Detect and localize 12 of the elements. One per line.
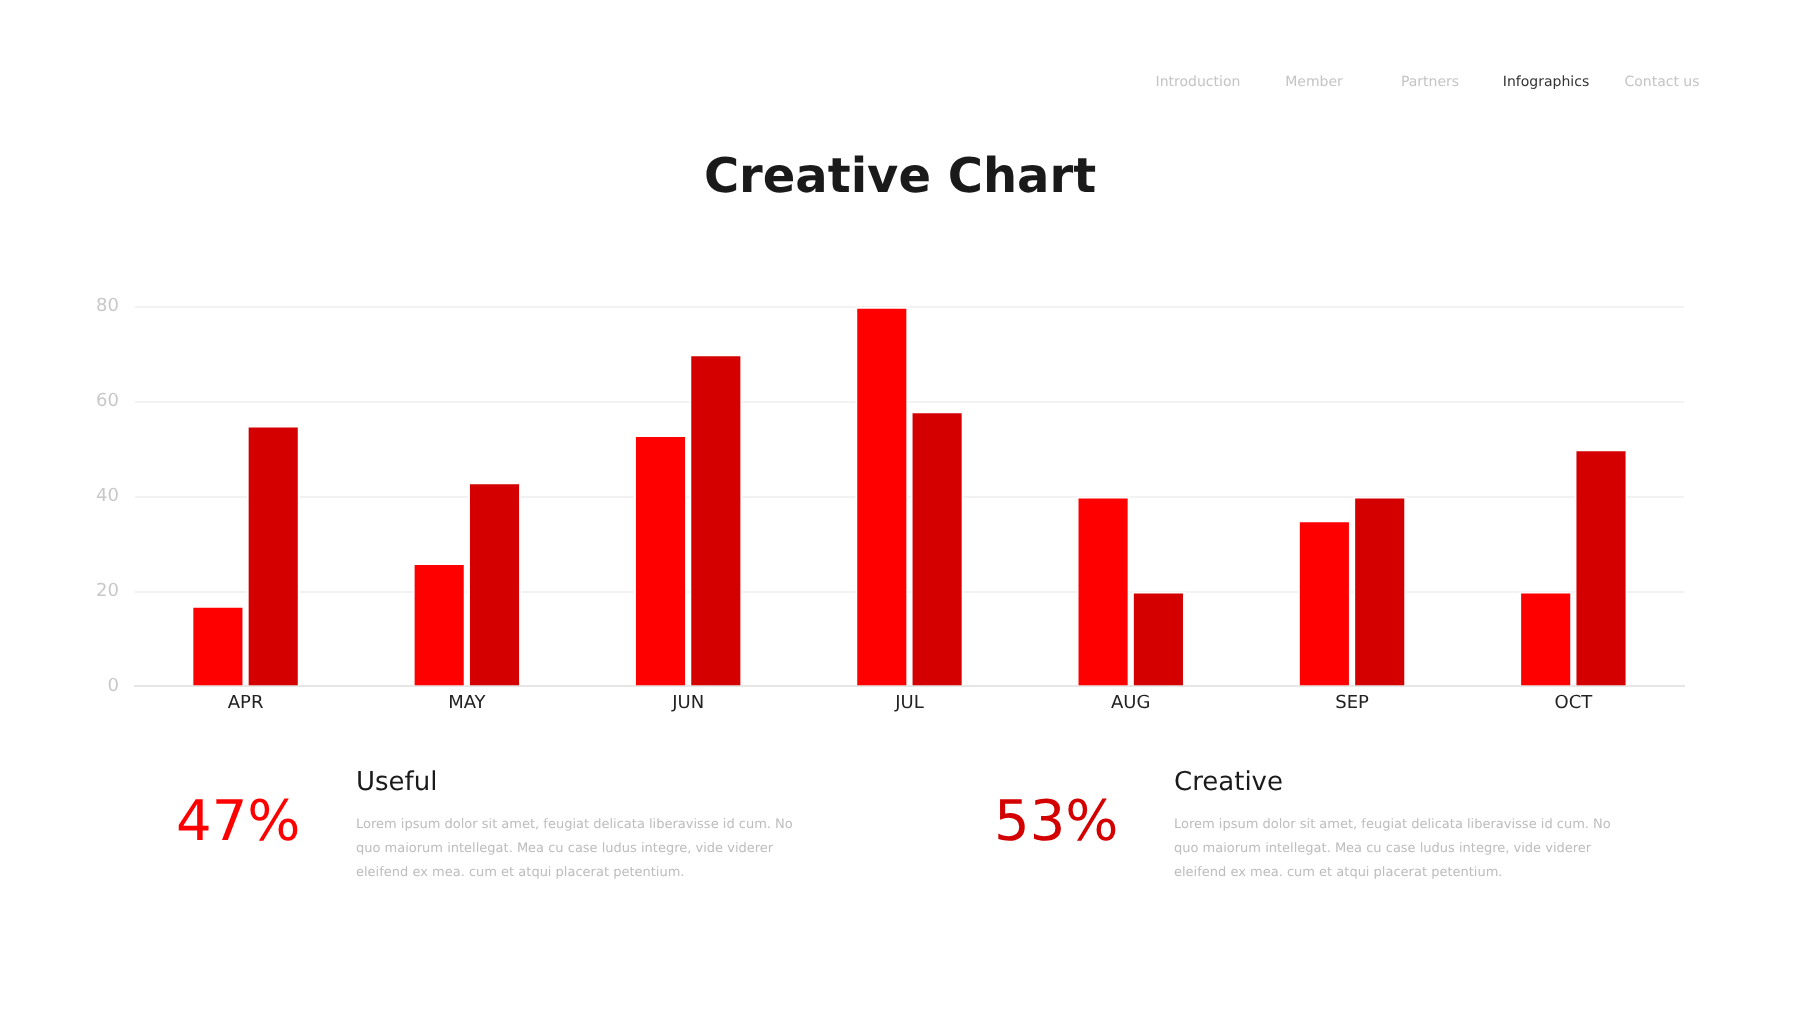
x-tick-label: MAY — [448, 693, 487, 714]
x-tick-label: OCT — [1554, 693, 1594, 714]
x-tick-label: JUL — [893, 693, 924, 714]
x-tick-label: JUN — [670, 693, 705, 714]
chart-title: Creative Chart — [701, 148, 1099, 204]
x-tick-label: APR — [227, 693, 264, 714]
text: Useful — [356, 768, 438, 798]
text: 47% — [176, 788, 301, 854]
text: 53% — [994, 788, 1119, 854]
text: Creative — [1174, 768, 1284, 798]
x-tick-label: SEP — [1335, 693, 1371, 714]
x-tick-label: AUG — [1111, 693, 1151, 714]
